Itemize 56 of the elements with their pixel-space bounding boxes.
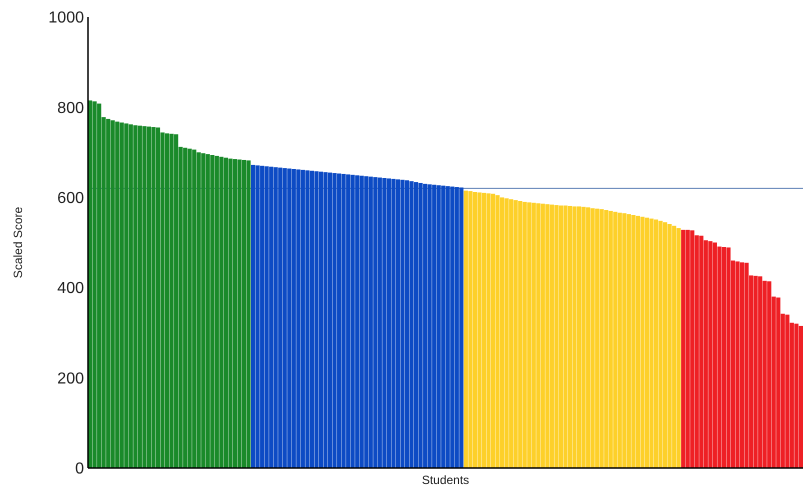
bar [472,192,478,468]
bar [490,194,496,468]
bar [250,164,256,468]
bar [164,133,170,468]
bar [658,220,663,468]
bar [486,193,491,468]
y-tick-label: 1000 [48,10,84,27]
bar [391,178,396,468]
bar [409,181,414,468]
y-tick-label: 800 [57,100,84,117]
y-axis-title: Scaled Score [11,206,25,278]
x-axis-title: Students [422,473,470,487]
bar [572,206,577,468]
bar [640,216,645,468]
bar [477,192,482,468]
bar [414,182,418,468]
bar [636,216,640,468]
bar [242,160,246,468]
bar [156,127,160,468]
bar [649,218,654,468]
bar [735,261,740,468]
bar [151,127,156,468]
bar [798,326,803,468]
bar [722,247,726,468]
bar [310,170,314,468]
bar [232,159,238,468]
bar [404,180,410,468]
bar [169,134,174,468]
bar [726,247,731,468]
bar [568,206,572,468]
bar [495,195,500,468]
bar [332,173,337,468]
bar [482,192,486,468]
bar [554,205,559,468]
bar [328,172,332,468]
bar [396,179,400,468]
bar [318,172,324,468]
bar [323,172,328,468]
y-tick-label: 400 [57,280,84,298]
bar [228,158,233,468]
bar [246,160,251,468]
bar [654,220,658,468]
bar [717,246,722,468]
bar [146,126,152,468]
bar [644,218,650,468]
y-tick-label: 600 [57,190,84,207]
bar [558,206,564,468]
bar [92,101,97,468]
bar [563,206,568,468]
bar [740,262,744,468]
bar [314,171,319,468]
bar [400,180,405,468]
bar [237,160,242,468]
y-tick-label: 0 [75,460,84,478]
bar [576,206,582,468]
y-tick-label: 200 [57,370,84,388]
